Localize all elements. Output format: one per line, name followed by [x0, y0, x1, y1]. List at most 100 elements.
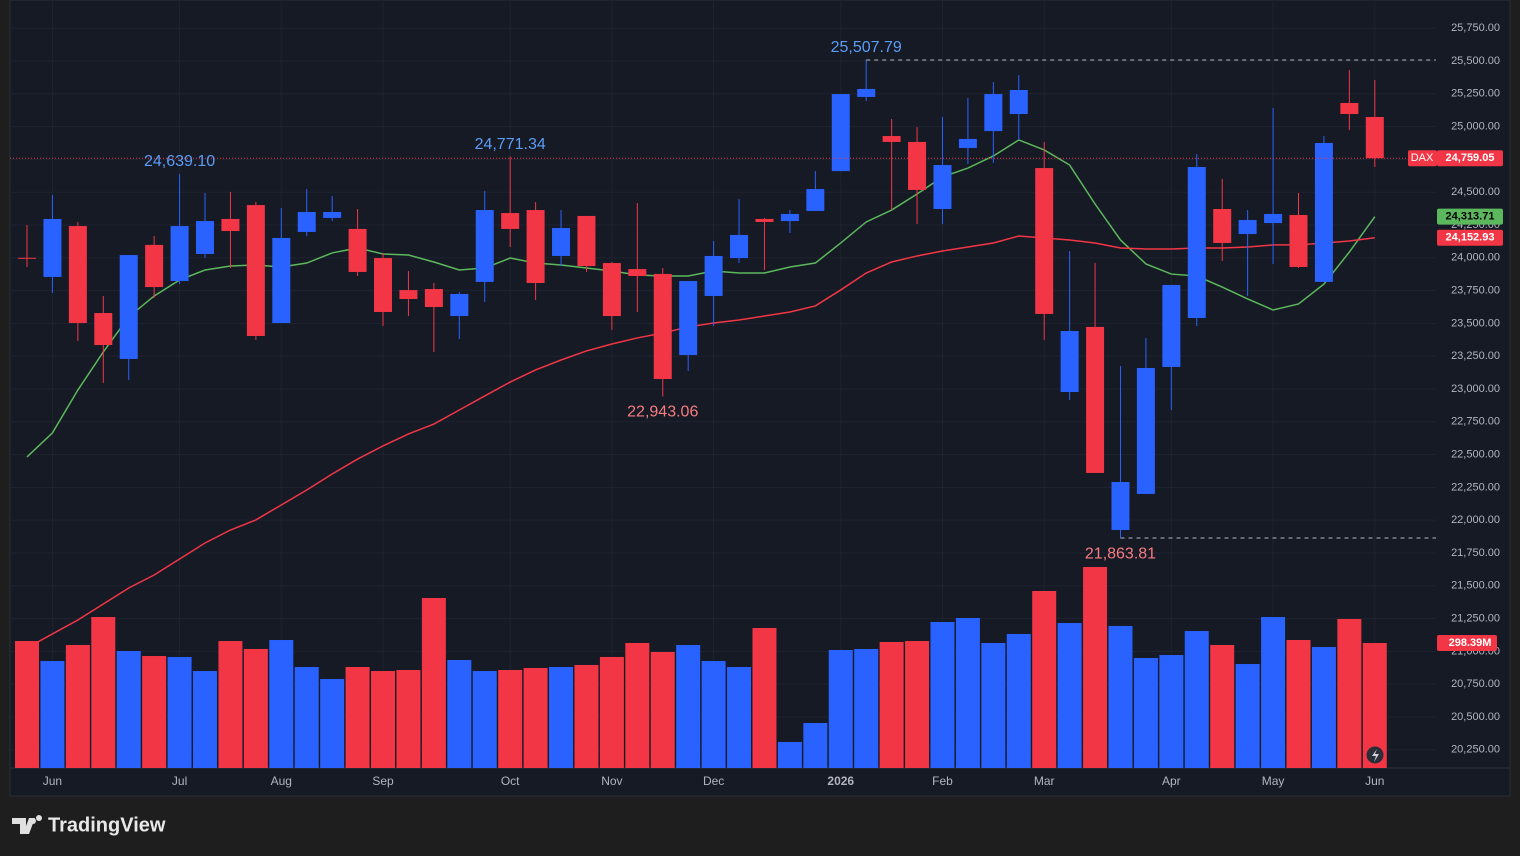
- candle-body: [399, 290, 418, 299]
- candle-body: [18, 257, 36, 259]
- candle-body: [119, 255, 138, 359]
- volume-bar: [91, 617, 116, 768]
- x-tick-label: Apr: [1162, 774, 1181, 788]
- volume-bar: [1083, 567, 1108, 768]
- candle-body: [730, 234, 749, 259]
- volume-bar: [193, 671, 218, 768]
- volume-bar: [320, 679, 345, 768]
- volume-bar: [15, 641, 39, 768]
- bolt-icon[interactable]: [1365, 745, 1385, 765]
- volume-bar: [1133, 657, 1158, 768]
- x-tick-label: Mar: [1034, 774, 1055, 788]
- volume-bar: [1210, 645, 1235, 768]
- x-tick-label: Jun: [43, 774, 62, 788]
- volume-bar: [574, 664, 599, 768]
- candle-body: [908, 141, 927, 190]
- candle-body: [501, 213, 520, 229]
- volume-bar: [625, 642, 650, 768]
- volume-bar: [1184, 631, 1209, 768]
- volume-bar: [40, 661, 65, 768]
- volume-bar: [345, 666, 370, 768]
- y-tick-label: 25,750.00: [1451, 22, 1500, 34]
- candle-body: [1314, 142, 1333, 282]
- volume-bar: [676, 645, 701, 768]
- volume-bar: [116, 650, 141, 768]
- x-tick-label: Jun: [1365, 774, 1384, 788]
- candle-body: [94, 313, 113, 346]
- candle-body: [526, 210, 545, 283]
- candle-body: [1086, 326, 1105, 473]
- brand: TradingView: [48, 814, 166, 836]
- volume-bar: [701, 661, 726, 768]
- x-tick-label: May: [1262, 774, 1285, 788]
- y-tick-label: 23,500.00: [1451, 317, 1500, 329]
- y-tick-label: 21,250.00: [1451, 612, 1500, 624]
- volume-pane: [15, 567, 1387, 768]
- candle-body: [323, 212, 342, 218]
- ma-badge-bg: [1437, 208, 1503, 225]
- candle-body: [1213, 208, 1232, 243]
- candle-body: [272, 237, 291, 323]
- candle-body: [1289, 215, 1308, 267]
- y-tick-label: 22,500.00: [1451, 448, 1500, 460]
- volume-bar: [167, 656, 192, 768]
- candle-body: [857, 88, 876, 97]
- x-tick-label: Jul: [172, 774, 187, 788]
- watermark-logo: TradingView: [12, 814, 166, 836]
- volume-bar: [498, 670, 523, 768]
- volume-bar: [981, 642, 1006, 768]
- candle-body: [780, 213, 799, 222]
- candle-body: [628, 269, 647, 277]
- symbol-badge: DAX: [1411, 152, 1434, 164]
- candle-body: [552, 228, 571, 256]
- y-tick-label: 25,500.00: [1451, 55, 1500, 67]
- candle-body: [1009, 89, 1028, 115]
- y-tick-label: 22,750.00: [1451, 416, 1500, 428]
- x-tick-label: Aug: [271, 774, 292, 788]
- x-tick-label: Feb: [932, 774, 953, 788]
- extreme-label: 21,863.81: [1085, 545, 1156, 562]
- candle-body: [221, 218, 240, 232]
- volume-bar: [269, 640, 294, 768]
- candle-body: [704, 255, 723, 296]
- x-tick-label: Dec: [703, 774, 724, 788]
- extreme-label: 22,943.06: [627, 404, 698, 421]
- candle-body: [1264, 213, 1283, 224]
- x-tick-label: Oct: [501, 774, 520, 788]
- candle-body: [1238, 220, 1257, 235]
- extreme-label: 25,507.79: [831, 39, 902, 56]
- candle-body: [653, 273, 672, 380]
- volume-bar: [549, 666, 574, 768]
- candle-body: [1162, 284, 1181, 367]
- symbol-badge-bg: [1408, 150, 1437, 167]
- candle-body: [348, 228, 367, 272]
- candles: [10, 59, 1436, 539]
- volume-bar: [523, 668, 548, 768]
- candle-body: [984, 94, 1003, 132]
- y-tick-label: 23,750.00: [1451, 284, 1500, 296]
- y-tick-label: 20,750.00: [1451, 678, 1500, 690]
- y-tick-label: 21,500.00: [1451, 580, 1500, 592]
- volume-bar: [421, 598, 446, 768]
- candle-body: [755, 218, 774, 222]
- candle-body: [246, 205, 265, 336]
- volume-bar: [1057, 623, 1082, 768]
- volume-bar: [650, 651, 675, 768]
- extreme-label: 24,771.34: [475, 136, 546, 153]
- volume-bar: [930, 622, 955, 768]
- volume-badge: 298.39M: [1449, 637, 1492, 649]
- volume-bar: [1261, 617, 1286, 768]
- y-tick-label: 23,000.00: [1451, 383, 1500, 395]
- volume-bar: [727, 666, 752, 768]
- ma-badge: 24,152.93: [1446, 232, 1495, 244]
- volume-bar: [599, 656, 624, 768]
- x-tick-label: 2026: [827, 774, 854, 788]
- volume-bar: [803, 723, 828, 768]
- moving-average-line: [26, 235, 1375, 649]
- candle-body: [1136, 367, 1155, 494]
- candle-body: [145, 244, 164, 288]
- volume-bar: [752, 627, 777, 768]
- y-tick-label: 22,000.00: [1451, 514, 1500, 526]
- x-tick-label: Nov: [601, 774, 622, 788]
